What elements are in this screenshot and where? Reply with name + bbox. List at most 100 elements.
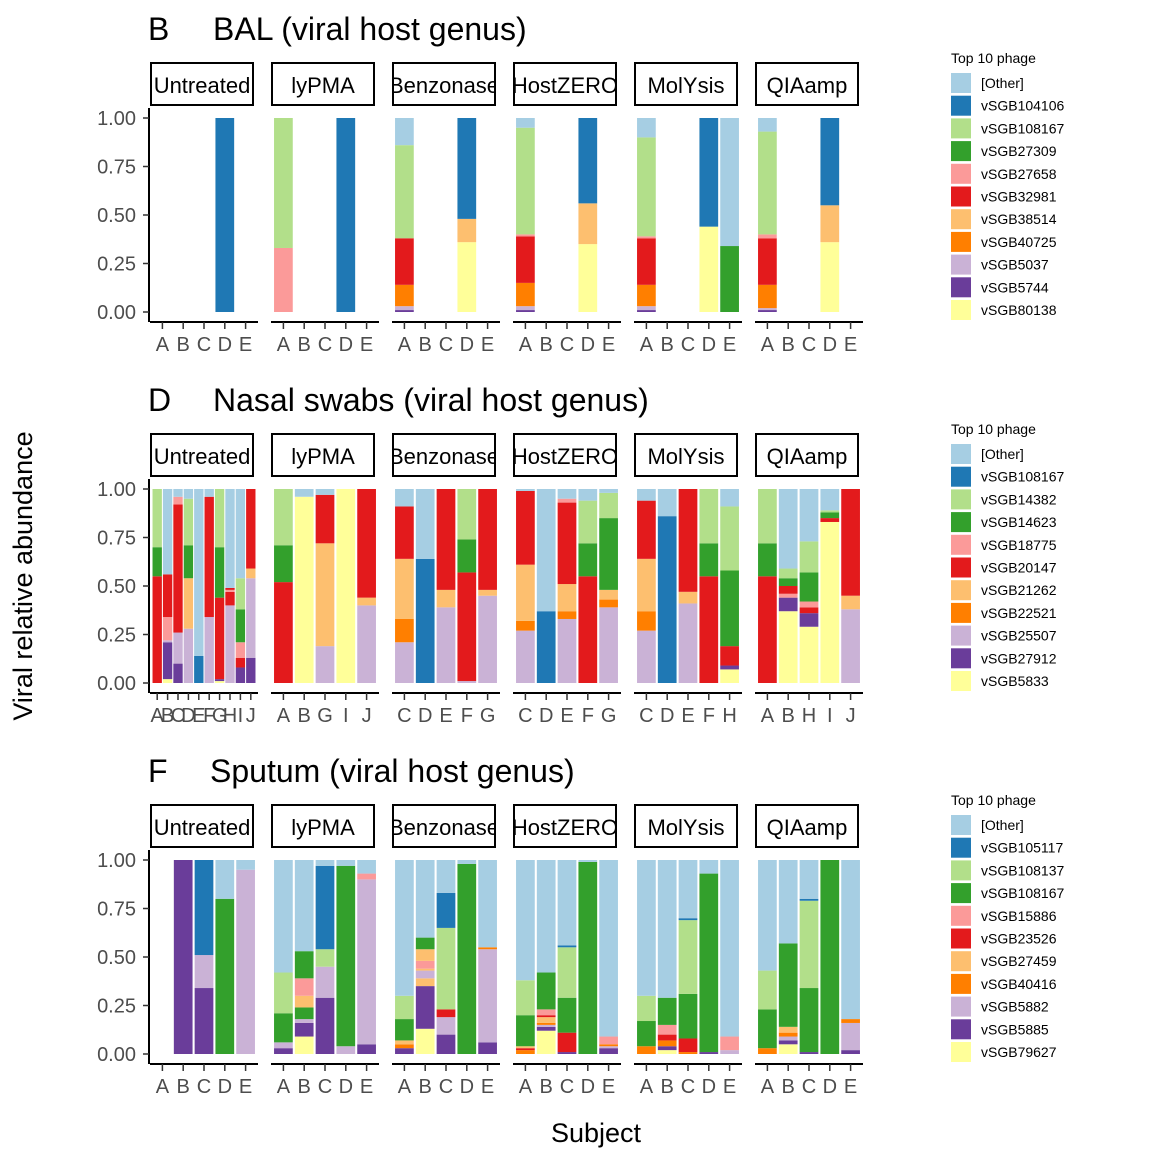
- bar-segment: [758, 238, 777, 285]
- x-tick-label: A: [156, 334, 170, 356]
- bar-segment: [336, 489, 356, 683]
- bar-segment: [235, 578, 246, 610]
- legend-label: vSGB5037: [981, 257, 1049, 273]
- bar-segment: [720, 118, 739, 247]
- legend-key: [951, 300, 971, 320]
- bar-segment: [315, 966, 335, 998]
- bar-segment: [516, 630, 535, 683]
- x-tick-label: E: [481, 1076, 494, 1098]
- facet-hostzero: HostZERO C D E F G: [513, 433, 621, 727]
- bar-segment: [235, 489, 246, 579]
- x-tick-label: B: [782, 705, 795, 727]
- y-tick-label: 0.25: [97, 625, 136, 647]
- panels: B BAL (viral host genus) 1.00 0.75 0.50 0.25 0…: [97, 11, 1064, 1098]
- legend-title: Top 10 phage: [951, 792, 1036, 808]
- facet-lypma: lyPMA A B C D E: [271, 62, 379, 356]
- facet-strip-label: MolYsis: [647, 815, 724, 840]
- bar-segment: [758, 131, 777, 235]
- bar-segment: [395, 310, 414, 312]
- bar-segment: [678, 920, 698, 994]
- legend-key: [951, 73, 971, 93]
- legend-key: [951, 141, 971, 162]
- bar-segment: [294, 1007, 314, 1020]
- facet-strip: [392, 433, 496, 477]
- bar-segment: [162, 574, 173, 618]
- bar-segment: [720, 665, 739, 670]
- legend-label: vSGB5833: [981, 673, 1049, 689]
- x-tick-label: E: [481, 334, 494, 356]
- bar-segment: [162, 642, 173, 680]
- facet-strip-label: Untreated: [154, 444, 251, 469]
- x-tick-label: C: [518, 705, 532, 727]
- x-tick-label: E: [681, 705, 694, 727]
- x-tick-label: C: [397, 705, 411, 727]
- x-tick-label: D: [581, 1076, 595, 1098]
- legend-key: [951, 928, 971, 949]
- bar-segment: [599, 599, 618, 608]
- panel-title: Sputum (viral host genus): [210, 753, 575, 789]
- x-tick-label: B: [177, 334, 190, 356]
- bar-segment: [516, 234, 535, 237]
- bar-segment: [173, 663, 183, 683]
- bar-segment: [820, 518, 840, 522]
- bar-segment: [274, 582, 293, 683]
- bar-segment: [415, 949, 435, 961]
- y-tick-label: 0.25: [97, 254, 136, 276]
- bar-segment: [194, 988, 214, 1054]
- bar-segment: [194, 655, 204, 683]
- legend-label: vSGB23526: [981, 931, 1057, 947]
- legend-key: [951, 973, 971, 994]
- bar-segment: [357, 879, 376, 1045]
- bar-segment: [799, 607, 819, 614]
- bar-segment: [152, 489, 162, 548]
- legend-key: [951, 512, 971, 533]
- facet-strip: [634, 62, 738, 106]
- y-tick-label: 0.00: [97, 302, 136, 324]
- y-axis: 1.00 0.75 0.50 0.25 0.00: [97, 479, 150, 695]
- facet-hostzero: HostZERO A B C D E: [512, 62, 621, 356]
- x-tick-label: B: [540, 1076, 553, 1098]
- legend-key: [951, 466, 971, 487]
- bar-segment: [274, 545, 293, 583]
- facet-benzonase: Benzonase A B C D E: [392, 62, 500, 356]
- facet-strip: [513, 804, 617, 848]
- bar-segment: [557, 611, 577, 619]
- legend-label: vSGB27912: [981, 650, 1057, 666]
- bar-segment: [778, 1036, 798, 1041]
- bar-segment: [758, 284, 777, 309]
- legend-title: Top 10 phage: [951, 421, 1036, 437]
- bar-segment: [274, 1013, 293, 1043]
- bar-segment: [799, 541, 819, 573]
- x-tick-label: F: [703, 705, 715, 727]
- bar-segment: [214, 597, 225, 680]
- bar-segment: [315, 646, 335, 683]
- x-tick-label: C: [197, 1076, 211, 1098]
- legend: Top 10 phage [Other] vSGB105117 vSGB108137 v…: [951, 792, 1064, 1062]
- bar-segment: [599, 518, 618, 590]
- bar-segment: [720, 1036, 739, 1051]
- legend-key: [951, 883, 971, 904]
- bar-segment: [799, 988, 819, 1053]
- bar-segment: [720, 1050, 739, 1054]
- panel-tag: B: [148, 11, 169, 47]
- x-tick-label: A: [519, 334, 533, 356]
- x-tick-label: I: [827, 705, 833, 727]
- bar-segment: [415, 558, 435, 683]
- bar-segment: [315, 860, 335, 866]
- bar-segment: [336, 1046, 356, 1054]
- legend-key: [951, 209, 971, 230]
- bar-segment: [457, 863, 477, 1054]
- bar-segment: [516, 1046, 535, 1049]
- bar-segment: [395, 618, 414, 643]
- bar-segment: [357, 860, 376, 874]
- bar-segment: [457, 489, 477, 540]
- x-tick-label: A: [761, 705, 775, 727]
- bar-segment: [395, 1019, 414, 1041]
- bar-segment: [225, 605, 235, 683]
- bar-segment: [758, 489, 777, 544]
- facet-strip-label: HostZERO: [512, 73, 618, 98]
- bar-segment: [637, 1046, 656, 1054]
- bar-segment: [536, 1017, 556, 1023]
- x-tick-label: B: [419, 1076, 432, 1098]
- bar-segment: [236, 860, 255, 870]
